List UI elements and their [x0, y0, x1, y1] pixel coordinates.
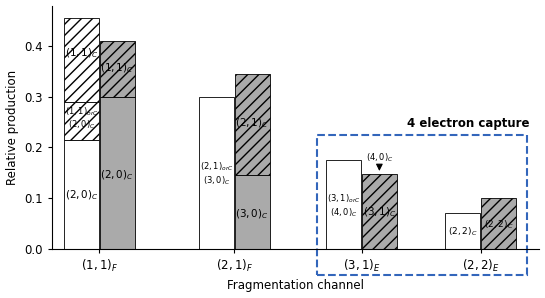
Bar	[445, 213, 480, 249]
Bar	[235, 74, 270, 175]
Text: $(2,2)_C$: $(2,2)_C$	[484, 218, 513, 231]
Bar	[362, 174, 397, 249]
Text: $(2,1)_C$: $(2,1)_C$	[235, 117, 269, 131]
Text: $(2,0)_C$: $(2,0)_C$	[65, 189, 99, 202]
Bar	[326, 160, 361, 249]
Bar	[100, 41, 135, 97]
Text: $(3,1)_C$: $(3,1)_C$	[362, 206, 396, 219]
X-axis label: Fragmentation channel: Fragmentation channel	[227, 280, 364, 292]
Text: $(2,2)_C$: $(2,2)_C$	[448, 226, 477, 238]
Text: $(2,0)_C$: $(2,0)_C$	[100, 168, 134, 182]
Bar	[100, 97, 135, 249]
Bar	[481, 198, 516, 249]
Text: $(1,1)_{or}$$_C$
$(2,0)_C$: $(1,1)_{or}$$_C$ $(2,0)_C$	[64, 105, 99, 131]
Bar	[199, 97, 234, 249]
Bar	[64, 18, 99, 102]
Text: $(3,0)_C$: $(3,0)_C$	[235, 207, 269, 221]
Text: $(3,1)_{or}$$_C$
$(4,0)_C$: $(3,1)_{or}$$_C$ $(4,0)_C$	[326, 193, 361, 219]
Y-axis label: Relative production: Relative production	[5, 70, 19, 185]
Bar	[235, 175, 270, 249]
Bar	[64, 140, 99, 249]
Text: $(1,1)_C$: $(1,1)_C$	[65, 47, 99, 60]
Text: $(1,1)_C$: $(1,1)_C$	[100, 62, 134, 75]
Text: $(2,1)_{or}$$_C$
$(3,0)_C$: $(2,1)_{or}$$_C$ $(3,0)_C$	[199, 161, 234, 187]
Bar	[64, 102, 99, 140]
Text: 4 electron capture: 4 electron capture	[408, 117, 530, 130]
Text: $(4,0)_C$: $(4,0)_C$	[366, 151, 393, 164]
